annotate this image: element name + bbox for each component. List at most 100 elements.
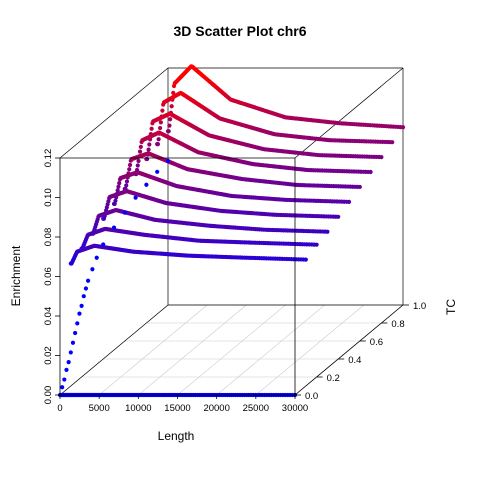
data-point	[127, 162, 133, 168]
data-point	[390, 140, 395, 145]
scatter-series	[111, 170, 352, 206]
data-point	[122, 210, 127, 215]
data-point	[136, 158, 141, 164]
y-tick-label: 0.8	[391, 319, 404, 330]
data-point	[60, 385, 65, 390]
z-tick-label: 0.00	[43, 386, 54, 405]
x-tick-label: 10000	[125, 403, 151, 414]
x-tick-label: 15000	[164, 403, 190, 414]
data-point	[165, 158, 171, 163]
data-point	[314, 242, 319, 247]
data-point	[158, 120, 163, 125]
x-tick-label: 5000	[89, 403, 110, 414]
x-tick-label: 0	[57, 403, 62, 414]
data-point	[400, 125, 406, 130]
data-point	[160, 108, 165, 113]
y-tick-label: 0.4	[348, 355, 361, 366]
scatter-series	[155, 90, 395, 147]
box-edge	[294, 304, 404, 396]
chart-title: 3D Scatter Plot chr6	[173, 23, 306, 39]
data-point	[113, 198, 118, 203]
y-tick-label: 1.0	[413, 301, 426, 312]
scatter-series	[79, 226, 319, 251]
data-point	[171, 90, 176, 95]
data-point	[66, 360, 71, 365]
z-tick-label: 0.04	[43, 307, 54, 326]
scatter-series	[144, 111, 384, 162]
data-point	[116, 184, 121, 189]
data-point	[85, 278, 91, 283]
data-point	[117, 180, 122, 186]
data-point	[68, 350, 73, 355]
grid-line-x	[216, 304, 325, 396]
data-point	[79, 303, 84, 308]
data-point	[137, 149, 143, 154]
grid-line-x	[177, 304, 286, 396]
y-tick-label: 0.0	[305, 391, 318, 402]
scatter-series	[122, 151, 362, 192]
data-point	[101, 242, 106, 247]
data-point	[73, 330, 78, 336]
grid-line-x	[98, 304, 208, 396]
data-point	[138, 144, 143, 149]
data-point	[77, 311, 82, 316]
data-point	[111, 225, 117, 230]
data-point	[303, 257, 308, 262]
x-tick-label: 30000	[282, 403, 308, 414]
data-point	[62, 377, 67, 382]
z-tick-label: 0.10	[43, 188, 54, 207]
length-zero-series	[60, 158, 171, 390]
data-point	[325, 229, 330, 234]
box-back-edges	[59, 67, 404, 396]
data-point	[133, 195, 138, 200]
data-point	[158, 125, 163, 131]
z-tick-label: 0.08	[43, 228, 54, 247]
data-point	[90, 267, 95, 272]
scatter-series	[165, 64, 406, 134]
data-point	[169, 104, 174, 109]
data-point	[146, 147, 151, 152]
data-point	[115, 188, 120, 193]
data-point	[168, 117, 173, 122]
data-point	[166, 129, 171, 134]
data-point	[124, 179, 130, 184]
data-point	[149, 126, 154, 131]
data-point	[147, 142, 152, 147]
scatter-series	[101, 189, 341, 221]
data-point	[83, 286, 89, 291]
x-axis-title: Length	[158, 429, 195, 443]
data-point	[155, 169, 160, 174]
x-tick-label: 25000	[243, 403, 269, 414]
z-axis-title: Enrichment	[9, 245, 23, 306]
x-tick-label: 20000	[203, 403, 229, 414]
data-point	[336, 214, 341, 219]
scatter-points	[57, 64, 406, 398]
scatter-series	[133, 130, 373, 177]
data-point	[127, 167, 132, 172]
data-point	[144, 182, 149, 187]
z-tick-label: 0.06	[43, 267, 54, 286]
data-point	[368, 169, 373, 175]
data-point	[167, 123, 172, 128]
data-point	[64, 367, 69, 372]
box-edge	[59, 304, 169, 396]
floor-grid	[59, 304, 404, 396]
data-point	[94, 255, 99, 260]
z-tick-label: 0.02	[43, 346, 54, 365]
data-point	[124, 183, 129, 188]
data-point	[81, 294, 86, 299]
y-axis-title: TC	[444, 299, 458, 315]
y-tick-label: 0.6	[370, 337, 383, 348]
data-point	[379, 155, 384, 160]
scatter-series	[68, 243, 308, 266]
grid-line-x	[255, 304, 365, 396]
data-point	[156, 137, 161, 142]
data-point	[155, 142, 161, 147]
data-point	[357, 184, 362, 190]
box-edge	[59, 67, 169, 159]
z-tick-label: 0.12	[43, 149, 54, 168]
y-tick-label: 0.2	[327, 373, 340, 384]
